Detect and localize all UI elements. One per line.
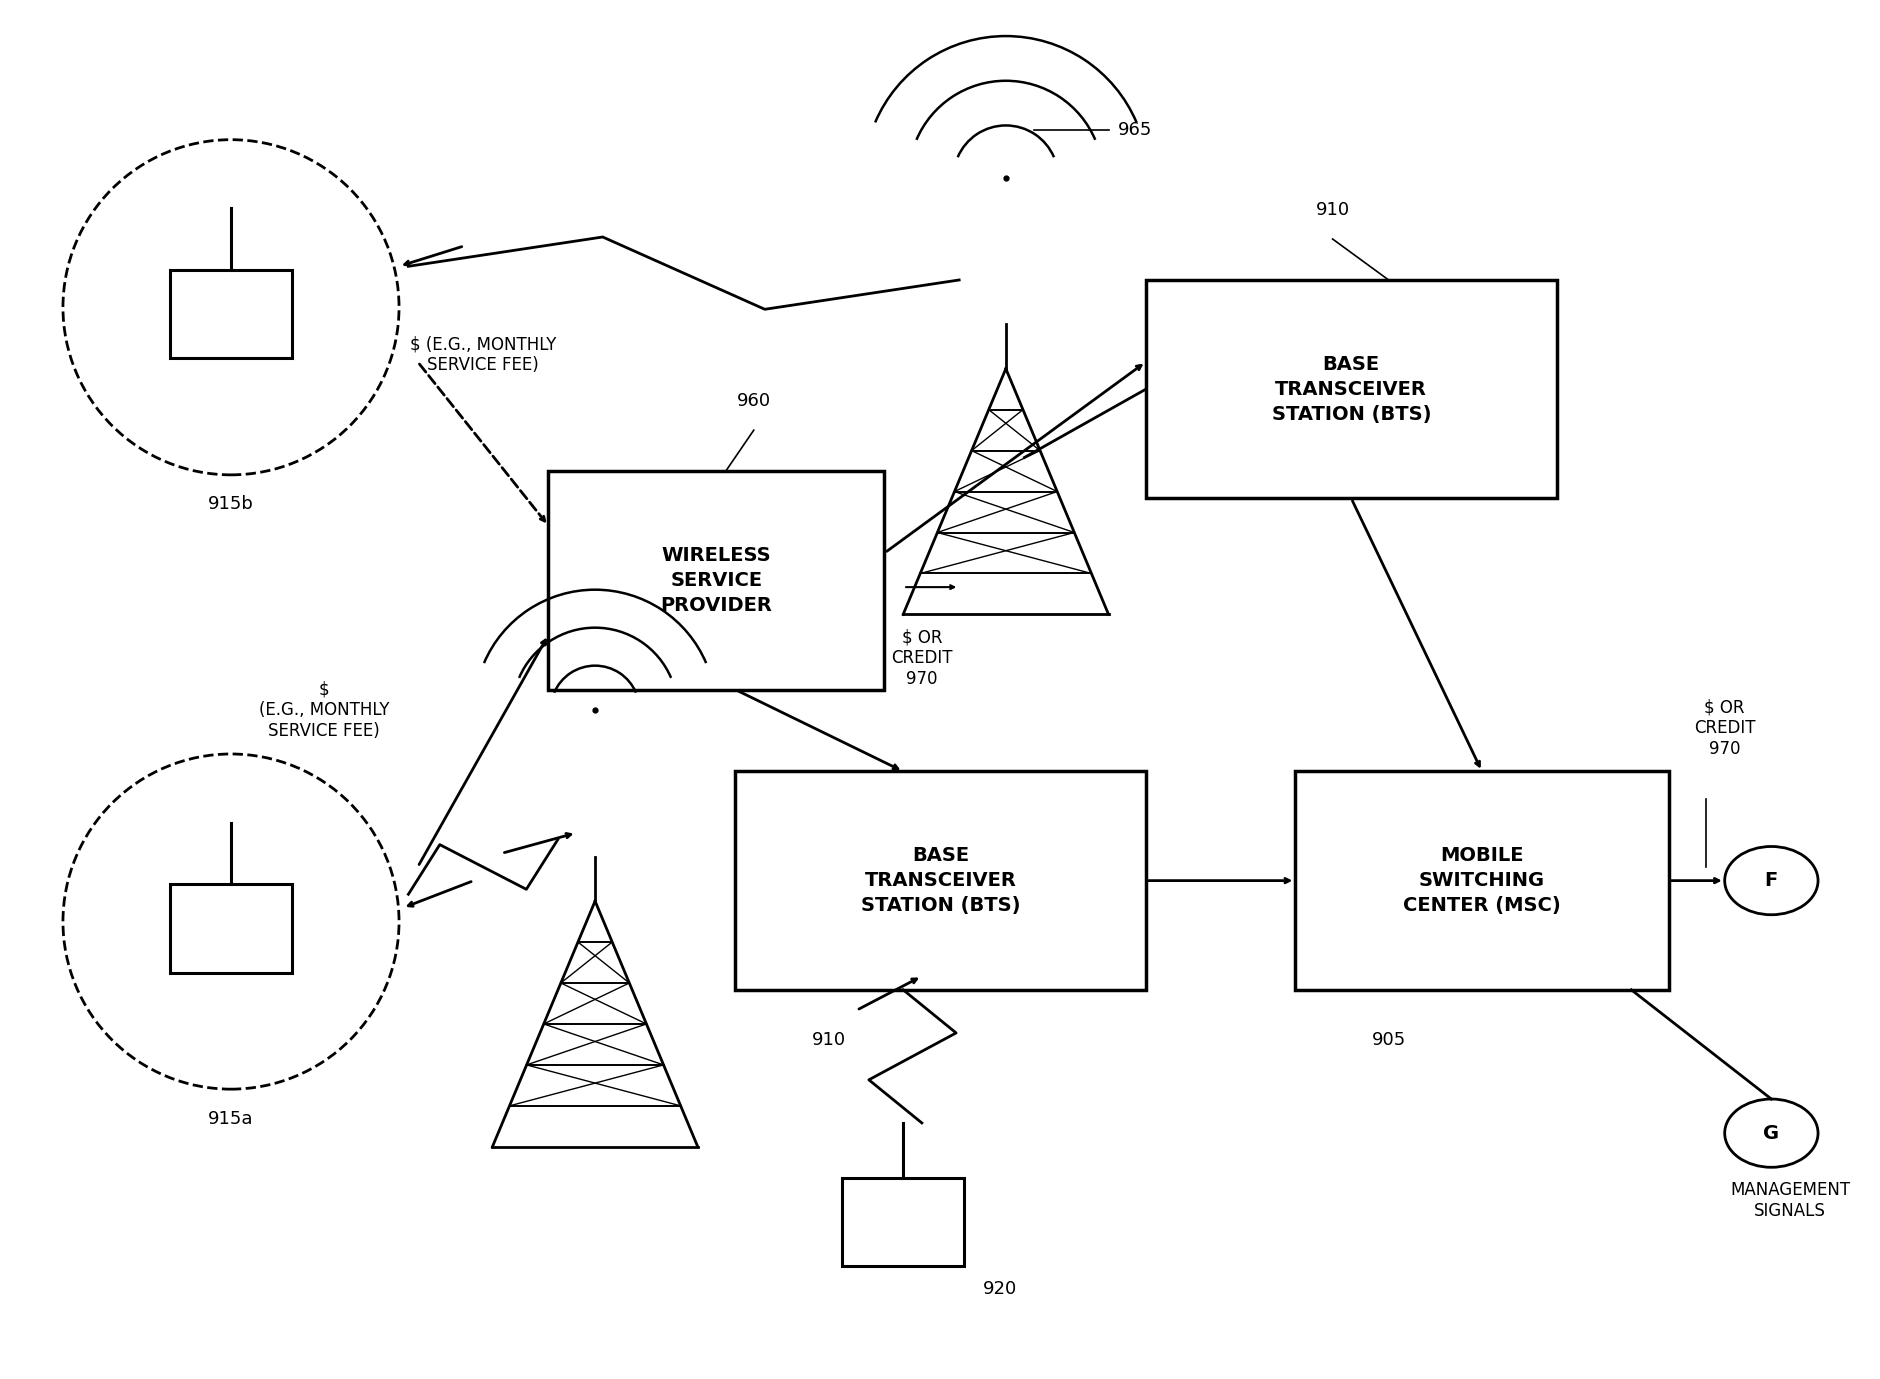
- Text: $ (E.G., MONTHLY
SERVICE FEE): $ (E.G., MONTHLY SERVICE FEE): [410, 335, 556, 375]
- Text: $
(E.G., MONTHLY
SERVICE FEE): $ (E.G., MONTHLY SERVICE FEE): [259, 680, 389, 739]
- Text: MOBILE
SWITCHING
CENTER (MSC): MOBILE SWITCHING CENTER (MSC): [1402, 847, 1560, 916]
- Text: G: G: [1762, 1124, 1778, 1143]
- Text: 915a: 915a: [209, 1110, 254, 1128]
- Bar: [549, 472, 884, 690]
- Text: 965: 965: [1117, 121, 1152, 139]
- Text: 910: 910: [1314, 200, 1350, 218]
- Bar: [735, 771, 1145, 990]
- Text: $ OR
CREDIT
970: $ OR CREDIT 970: [1694, 698, 1754, 757]
- Text: F: F: [1763, 872, 1777, 889]
- Text: 960: 960: [737, 392, 771, 410]
- Bar: [171, 884, 291, 972]
- Text: $ OR
CREDIT
970: $ OR CREDIT 970: [891, 627, 951, 688]
- Text: MANAGEMENT
SIGNALS: MANAGEMENT SIGNALS: [1730, 1180, 1850, 1220]
- Bar: [171, 270, 291, 359]
- Text: 915b: 915b: [209, 495, 254, 513]
- Bar: [842, 1178, 963, 1266]
- Text: BASE
TRANSCEIVER
STATION (BTS): BASE TRANSCEIVER STATION (BTS): [861, 847, 1019, 916]
- Text: BASE
TRANSCEIVER
STATION (BTS): BASE TRANSCEIVER STATION (BTS): [1271, 354, 1431, 423]
- Text: WIRELESS
SERVICE
PROVIDER: WIRELESS SERVICE PROVIDER: [660, 546, 773, 615]
- Text: 920: 920: [981, 1280, 1017, 1298]
- Text: 905: 905: [1371, 1030, 1404, 1049]
- Bar: [1295, 771, 1668, 990]
- Bar: [1145, 280, 1557, 498]
- Text: 910: 910: [810, 1030, 846, 1049]
